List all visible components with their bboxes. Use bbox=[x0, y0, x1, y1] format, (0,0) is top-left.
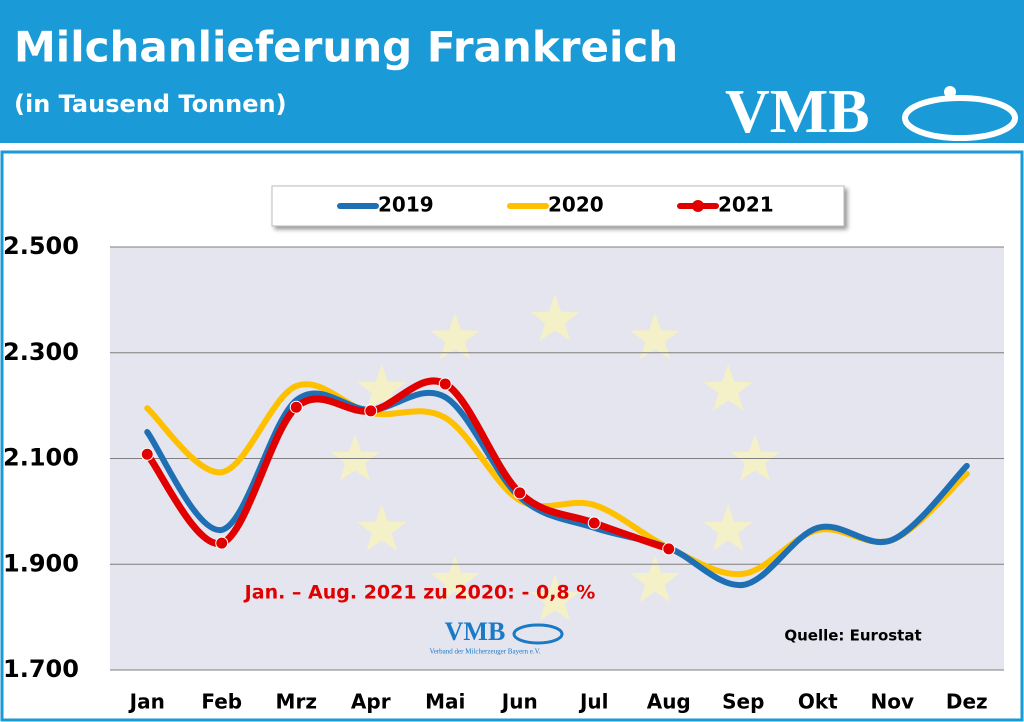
legend-label: 2021 bbox=[718, 193, 774, 217]
x-tick-label: Mai bbox=[425, 690, 465, 714]
x-tick-label: Mrz bbox=[276, 690, 317, 714]
chart-title: Milchanlieferung Frankreich bbox=[14, 23, 678, 72]
eu-star bbox=[430, 312, 480, 360]
eu-star bbox=[357, 504, 407, 551]
eu-star bbox=[703, 504, 753, 551]
eu-star bbox=[430, 555, 480, 603]
logo-swoosh bbox=[902, 95, 1018, 141]
eu-star bbox=[357, 364, 407, 411]
eu-star bbox=[530, 294, 580, 341]
marker bbox=[662, 542, 676, 556]
x-tick-label: Jan bbox=[128, 690, 165, 714]
eu-star bbox=[530, 574, 580, 621]
logo-small-caption: Verband der Milcherzeuger Bayern e.V. bbox=[429, 648, 540, 656]
x-tick-label: Aug bbox=[647, 690, 691, 714]
logo-dot bbox=[944, 86, 956, 98]
eu-star bbox=[703, 364, 753, 411]
eu-star bbox=[630, 555, 680, 603]
y-tick-label: 1.700 bbox=[3, 655, 79, 683]
eu-stars bbox=[330, 294, 780, 621]
y-tick-label: 1.900 bbox=[3, 549, 79, 577]
y-tick-label: 2.300 bbox=[3, 338, 79, 366]
logo: VMB bbox=[725, 78, 870, 146]
source: Quelle: Eurostat bbox=[784, 627, 921, 645]
x-tick-label: Jun bbox=[500, 690, 538, 714]
marker bbox=[215, 536, 229, 550]
legend: 2019 2020 2021 bbox=[337, 193, 774, 217]
marker bbox=[438, 377, 452, 391]
marker bbox=[364, 404, 378, 418]
marker bbox=[289, 400, 303, 414]
chart-subtitle: (in Tausend Tonnen) bbox=[14, 90, 287, 118]
x-tick-label: Nov bbox=[870, 690, 914, 714]
x-tick-label: Apr bbox=[351, 690, 391, 714]
eu-star bbox=[630, 312, 680, 360]
y-tick-label: 2.500 bbox=[3, 232, 79, 260]
legend-label: 2020 bbox=[548, 193, 604, 217]
annotation: Jan. – Aug. 2021 zu 2020: - 0,8 % bbox=[243, 582, 596, 604]
lines bbox=[140, 377, 970, 588]
eu-star bbox=[730, 434, 780, 481]
eu-star bbox=[330, 434, 380, 481]
marker bbox=[513, 486, 527, 500]
legend-label: 2019 bbox=[378, 193, 434, 217]
x-tick-label: Okt bbox=[798, 690, 838, 714]
header-band bbox=[0, 0, 1024, 143]
y-tick-label: 2.100 bbox=[3, 444, 79, 472]
x-tick-label: Dez bbox=[946, 690, 988, 714]
x-tick-label: Jul bbox=[578, 690, 609, 714]
logo-small: VMB bbox=[445, 617, 506, 646]
logo-small-swoosh bbox=[512, 623, 564, 645]
marker bbox=[587, 516, 601, 530]
grid: 1.700 1.900 2.100 2.300 2.500 Jan Feb Mrz Apr Mai… bbox=[3, 232, 1004, 714]
x-tick-label: Sep bbox=[722, 690, 764, 714]
marker bbox=[140, 447, 154, 461]
legend-marker bbox=[692, 200, 704, 212]
x-tick-label: Feb bbox=[201, 690, 242, 714]
